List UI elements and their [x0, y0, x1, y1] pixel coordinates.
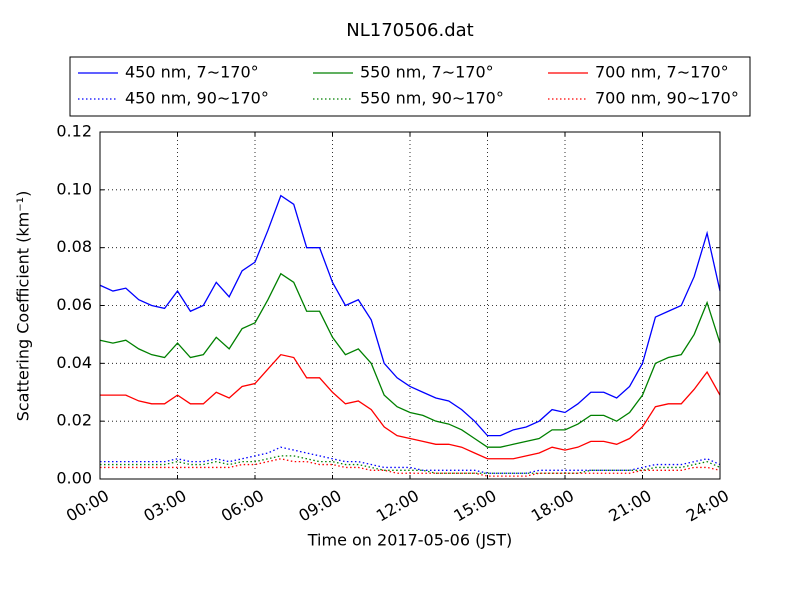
legend-label: 450 nm, 7∼170° — [125, 63, 259, 82]
x-axis-label: Time on 2017-05-06 (JST) — [307, 531, 512, 550]
y-axis-label: Scattering Coefficient (km⁻¹) — [14, 191, 33, 422]
legend: 450 nm, 7∼170° 550 nm, 7∼170° 700 nm, 7∼17… — [69, 56, 751, 117]
legend-label: 550 nm, 7∼170° — [360, 63, 494, 82]
legend-label: 700 nm, 7∼170° — [595, 63, 729, 82]
plot-frame — [99, 131, 721, 480]
series-line — [100, 353, 721, 460]
legend-label: 700 nm, 90∼170° — [595, 89, 739, 108]
y-tick-label: 0.06 — [56, 295, 92, 314]
y-tick-label: 0.02 — [56, 411, 92, 430]
y-tick-label: 0.04 — [56, 353, 92, 372]
legend-label: 450 nm, 90∼170° — [125, 89, 269, 108]
y-tick-label: 0.00 — [56, 469, 92, 488]
y-tick-label: 0.10 — [56, 179, 92, 198]
series-line — [100, 455, 721, 474]
legend-label: 550 nm, 90∼170° — [360, 89, 504, 108]
series-line — [100, 458, 721, 477]
chart-title: NL170506.dat — [346, 20, 473, 41]
y-tick-label: 0.08 — [56, 237, 92, 256]
series-line — [99, 272, 721, 448]
y-tick-label: 0.12 — [56, 122, 92, 141]
legend-frame — [69, 56, 751, 117]
series-line — [99, 194, 721, 437]
